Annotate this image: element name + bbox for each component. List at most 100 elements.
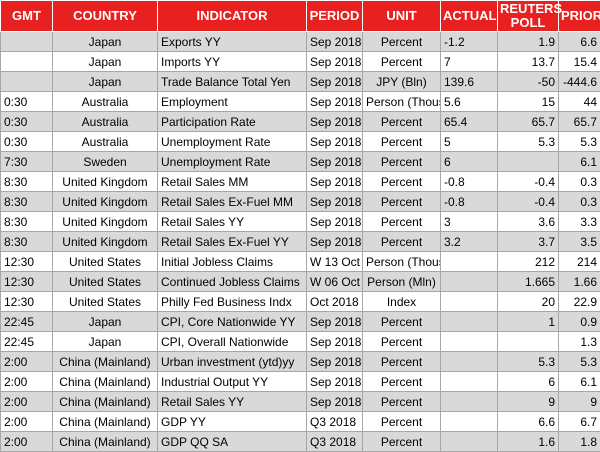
table-cell: Index	[362, 291, 441, 312]
table-cell: 6	[440, 151, 498, 172]
table-cell	[440, 271, 498, 292]
table-cell: Japan	[52, 51, 158, 72]
table-cell: 15	[497, 91, 559, 112]
table-cell: 65.4	[440, 111, 498, 132]
table-cell	[0, 71, 53, 92]
table-cell: 13.7	[497, 51, 559, 72]
table-cell: United Kingdom	[52, 231, 158, 252]
table-cell: Sep 2018	[306, 31, 363, 52]
table-row: 22:45 Japan CPI, Overall Nationwide Sep 201…	[0, 331, 600, 352]
table-cell	[440, 351, 498, 372]
table-cell: 22:45	[0, 311, 53, 332]
table-cell: 2:00	[0, 391, 53, 412]
table-cell: 6.7	[558, 411, 600, 432]
table-cell: China (Mainland)	[52, 411, 158, 432]
table-cell: Sep 2018	[306, 191, 363, 212]
table-cell: United Kingdom	[52, 171, 158, 192]
table-cell: United States	[52, 251, 158, 272]
table-cell: 1.9	[497, 31, 559, 52]
table-cell: Percent	[362, 51, 441, 72]
table-cell: Q3 2018	[306, 411, 363, 432]
table-cell: 1.3	[558, 331, 600, 352]
table-cell: Sep 2018	[306, 131, 363, 152]
table-cell: United States	[52, 271, 158, 292]
table-row: 2:00 China (Mainland) GDP QQ SA Q3 2018 Perc…	[0, 431, 600, 452]
table-cell: -0.8	[440, 191, 498, 212]
table-cell: Percent	[362, 411, 441, 432]
table-cell: Imports YY	[157, 51, 307, 72]
table-cell: Unemployment Rate	[157, 151, 307, 172]
table-cell: 0:30	[0, 91, 53, 112]
table-cell: 8:30	[0, 231, 53, 252]
table-cell: -1.2	[440, 31, 498, 52]
table-cell: 3.6	[497, 211, 559, 232]
table-cell: 12:30	[0, 291, 53, 312]
table-cell: 8:30	[0, 171, 53, 192]
table-cell: Sep 2018	[306, 71, 363, 92]
table-cell: 212	[497, 251, 559, 272]
table-row: 12:30 United States Continued Jobless Clai…	[0, 271, 600, 292]
table-cell: United Kingdom	[52, 211, 158, 232]
table-cell: Percent	[362, 171, 441, 192]
table-row: 2:00 China (Mainland) Retail Sales YY Sep 2…	[0, 391, 600, 412]
table-cell: 5.6	[440, 91, 498, 112]
table-cell: Australia	[52, 111, 158, 132]
table-cell: 2:00	[0, 351, 53, 372]
table-cell: 5.3	[497, 351, 559, 372]
table-cell: Unemployment Rate	[157, 131, 307, 152]
table-row: 8:30 United Kingdom Retail Sales MM Sep 201…	[0, 171, 600, 192]
table-cell: Sep 2018	[306, 211, 363, 232]
table-row: 8:30 United Kingdom Retail Sales YY Sep 201…	[0, 211, 600, 232]
table-cell	[440, 391, 498, 412]
table-cell: 7	[440, 51, 498, 72]
column-header: GMT	[0, 0, 53, 32]
table-row: 2:00 China (Mainland) GDP YY Q3 2018 Percent…	[0, 411, 600, 432]
table-cell: Percent	[362, 231, 441, 252]
table-cell	[440, 371, 498, 392]
table-cell: Japan	[52, 311, 158, 332]
table-cell: Percent	[362, 331, 441, 352]
table-cell: Philly Fed Business Indx	[157, 291, 307, 312]
table-cell: Participation Rate	[157, 111, 307, 132]
table-cell: Percent	[362, 391, 441, 412]
table-cell: 44	[558, 91, 600, 112]
table-cell	[497, 151, 559, 172]
column-header: INDICATOR	[157, 0, 307, 32]
table-cell: Sep 2018	[306, 151, 363, 172]
table-cell: 8:30	[0, 191, 53, 212]
table-cell: 20	[497, 291, 559, 312]
table-body: Japan Exports YY Sep 2018 Percent -1.2 1.9 6.6…	[0, 31, 600, 452]
table-cell	[440, 411, 498, 432]
table-cell: 5.3	[497, 131, 559, 152]
table-cell: 6	[497, 371, 559, 392]
table-cell: Percent	[362, 111, 441, 132]
table-cell: 22:45	[0, 331, 53, 352]
table-cell: Person (Mln)	[362, 271, 441, 292]
table-cell: 3.2	[440, 231, 498, 252]
table-cell: 1.66	[558, 271, 600, 292]
table-cell: W 06 Oct	[306, 271, 363, 292]
table-cell: Sep 2018	[306, 231, 363, 252]
table-cell	[0, 51, 53, 72]
table-cell: Retail Sales Ex-Fuel YY	[157, 231, 307, 252]
table-cell	[497, 331, 559, 352]
table-cell: Sep 2018	[306, 111, 363, 132]
table-cell: 5.3	[558, 131, 600, 152]
table-cell: Percent	[362, 311, 441, 332]
table-cell: Retail Sales YY	[157, 391, 307, 412]
table-cell: -0.8	[440, 171, 498, 192]
table-row: 22:45 Japan CPI, Core Nationwide YY Sep 201…	[0, 311, 600, 332]
table-row: Japan Trade Balance Total Yen Sep 2018 JPY …	[0, 71, 600, 92]
table-cell: 0.9	[558, 311, 600, 332]
column-header: UNIT	[362, 0, 441, 32]
table-cell: United Kingdom	[52, 191, 158, 212]
table-cell: Percent	[362, 131, 441, 152]
table-cell: 2:00	[0, 431, 53, 452]
table-cell: Exports YY	[157, 31, 307, 52]
table-cell: Sep 2018	[306, 171, 363, 192]
table-cell: -444.6	[558, 71, 600, 92]
table-cell: Retail Sales MM	[157, 171, 307, 192]
table-cell: Percent	[362, 31, 441, 52]
table-cell: Percent	[362, 191, 441, 212]
